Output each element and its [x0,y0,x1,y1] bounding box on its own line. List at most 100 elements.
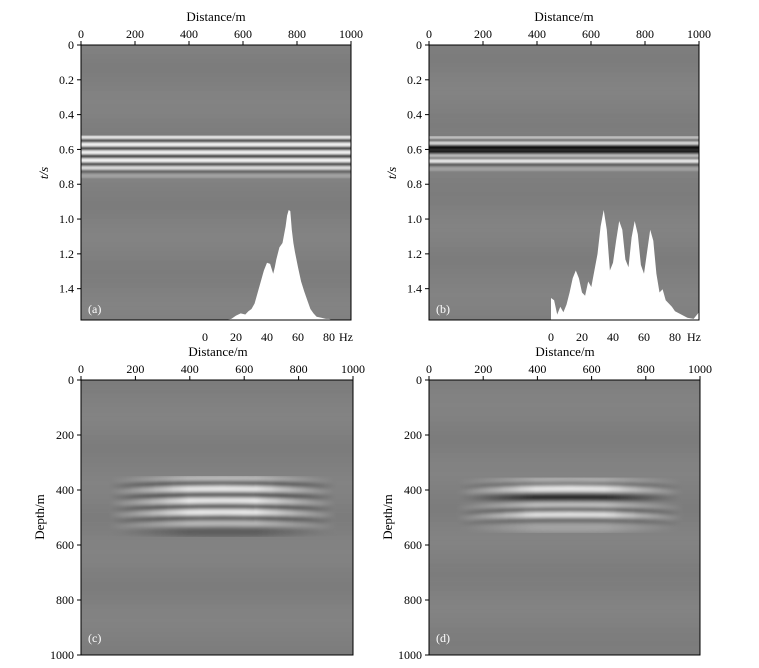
noise-stripe [429,645,700,651]
noise-stripe [429,269,699,275]
noise-stripe [429,439,700,445]
noise-stripe [429,301,699,307]
noise-stripe [429,650,700,655]
y-tick-label: 400 [404,483,422,497]
noise-stripe [81,81,351,87]
panel-b-y-title: t/s [384,167,399,179]
panel-b-y-ticks: 0 0.2 0.4 0.6 0.8 1.0 1.2 1.4 [407,38,429,296]
noise-stripe [81,444,353,449]
noise-stripe [429,251,699,256]
noise-stripe [429,283,699,288]
noise-stripe [429,554,700,559]
x-tick-label: 1000 [341,362,365,376]
noise-stripe [429,237,699,243]
x-tick-label: 0 [78,362,84,376]
x-tick-label: 200 [126,27,144,41]
x-tick-label: 400 [528,27,546,41]
noise-stripe [81,540,353,545]
panel-a-x-ticks: 0 200 400 600 800 1000 [78,27,363,45]
y-tick-label: 1.0 [59,212,74,226]
noise-stripe [429,77,699,82]
noise-stripe [81,310,351,316]
noise-stripe [429,549,700,555]
noise-stripe [429,72,699,78]
reflection-band [81,173,351,179]
spectrum-unit-label: Hz [687,330,701,344]
noise-stripe [81,278,351,284]
y-tick-label: 400 [56,483,74,497]
x-tick-label: 800 [637,362,655,376]
noise-stripe [81,590,353,596]
panel-c-x-title: Distance/m [188,344,247,359]
noise-stripe [429,223,699,229]
noise-stripe [81,269,351,275]
noise-stripe [81,412,353,417]
noise-stripe [81,393,353,399]
noise-stripe [81,462,353,468]
noise-stripe [81,439,353,445]
noise-stripe [81,118,351,123]
y-tick-label: 800 [56,593,74,607]
panel-a-plot-area [81,45,351,320]
noise-stripe [81,246,351,252]
noise-stripe [81,255,351,261]
panel-d-frame [428,379,701,656]
noise-stripe [81,421,353,426]
noise-stripe [81,260,351,265]
noise-stripe [81,242,351,247]
noise-stripe [429,278,699,284]
noise-stripe [81,200,351,206]
noise-stripe [81,632,353,637]
noise-stripe [429,567,700,573]
noise-stripe [429,113,699,119]
noise-stripe [81,636,353,642]
noise-stripe [81,545,353,550]
noise-stripe [429,292,699,298]
spectrum-area [551,210,699,320]
panel-b: (b) 0 200 400 600 800 1000 0 0.2 0.4 0.6 0.8 1.0 1.… [384,9,711,321]
noise-stripe [81,600,353,605]
noise-stripe [81,287,351,293]
noise-stripe [81,237,351,243]
noise-stripe [429,287,699,293]
noise-stripe [429,118,699,123]
reflection-band [429,166,699,172]
x-tick-label: 600 [234,27,252,41]
x-tick-label: 800 [290,362,308,376]
panel-b-bands [429,45,699,320]
reflection-band [81,166,351,172]
noise-stripe [81,609,353,614]
x-tick-label: 200 [474,27,492,41]
noise-stripe [429,425,700,431]
noise-stripe [81,63,351,68]
x-tick-label: 600 [583,362,601,376]
noise-stripe [429,604,700,610]
noise-stripe [81,457,353,463]
x-tick-label: 1000 [339,27,363,41]
noise-stripe [429,81,699,87]
noise-stripe [429,86,699,91]
noise-stripe [429,228,699,233]
noise-stripe [81,306,351,311]
y-tick-label: 1.0 [407,212,422,226]
noise-stripe [81,67,351,73]
noise-stripe [81,301,351,307]
reflection-band [81,154,351,160]
noise-stripe [81,113,351,119]
noise-stripe [429,471,700,477]
panel-c-y-title: Depth/m [32,494,47,540]
panel-c: (c) 0 200 400 600 800 1000 02004006008001000 … [32,344,365,662]
noise-stripe [81,214,351,220]
noise-stripe [429,306,699,311]
noise-stripe [81,219,351,224]
reflection-band [81,135,351,141]
x-tick-label: 200 [126,362,144,376]
noise-stripe [81,595,353,600]
noise-stripe [81,251,351,256]
noise-stripe [429,563,700,568]
spectrum-tick-label: 60 [638,330,650,344]
noise-stripe [429,600,700,605]
y-tick-label: 800 [404,593,422,607]
noise-stripe [81,72,351,78]
panel-d-noise [429,380,700,655]
